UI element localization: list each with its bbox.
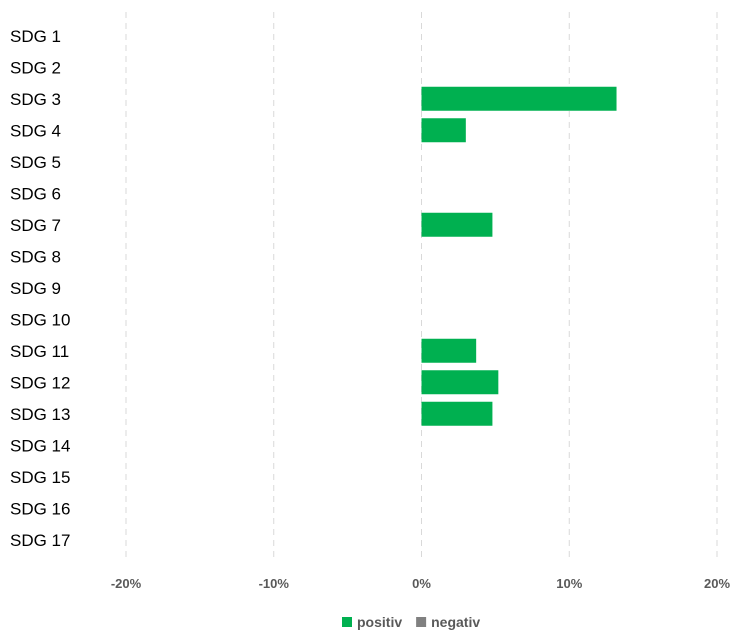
category-label: SDG 10 [10, 310, 70, 329]
legend: positiv negativ [342, 614, 480, 630]
bar-positiv [421, 86, 617, 111]
category-label: SDG 1 [10, 27, 61, 46]
x-tick-label: -20% [111, 576, 142, 591]
x-tick-labels: -20% -10% 0% 10% 20% [111, 576, 731, 591]
category-label: SDG 8 [10, 247, 61, 266]
bars [421, 86, 617, 426]
x-tick-label: 0% [412, 576, 431, 591]
legend-swatch [342, 617, 352, 627]
bar-positiv [421, 212, 493, 237]
category-label: SDG 17 [10, 531, 70, 550]
bar-positiv [421, 370, 499, 395]
category-labels: SDG 1 SDG 2 SDG 3 SDG 4 SDG 5 SDG 6 SDG 7 SDG 8… [10, 27, 70, 550]
category-label: SDG 14 [10, 436, 70, 455]
category-label: SDG 9 [10, 279, 61, 298]
category-label: SDG 16 [10, 499, 70, 518]
bar-positiv [421, 338, 477, 363]
category-label: SDG 2 [10, 58, 61, 77]
category-label: SDG 4 [10, 121, 61, 140]
bar-positiv [421, 118, 466, 143]
category-label: SDG 5 [10, 153, 61, 172]
x-tick-label: 10% [556, 576, 582, 591]
legend-swatch [416, 617, 427, 627]
category-label: SDG 13 [10, 405, 70, 424]
category-label: SDG 15 [10, 468, 70, 487]
category-label: SDG 11 [10, 342, 69, 361]
category-label: SDG 7 [10, 216, 61, 235]
bar-positiv [421, 401, 493, 426]
x-tick-label: -10% [259, 576, 290, 591]
category-label: SDG 12 [10, 373, 70, 392]
x-tick-label: 20% [704, 576, 730, 591]
legend-label: negativ [431, 614, 480, 630]
category-label: SDG 3 [10, 90, 61, 109]
category-label: SDG 6 [10, 184, 61, 203]
legend-label: positiv [357, 614, 402, 630]
